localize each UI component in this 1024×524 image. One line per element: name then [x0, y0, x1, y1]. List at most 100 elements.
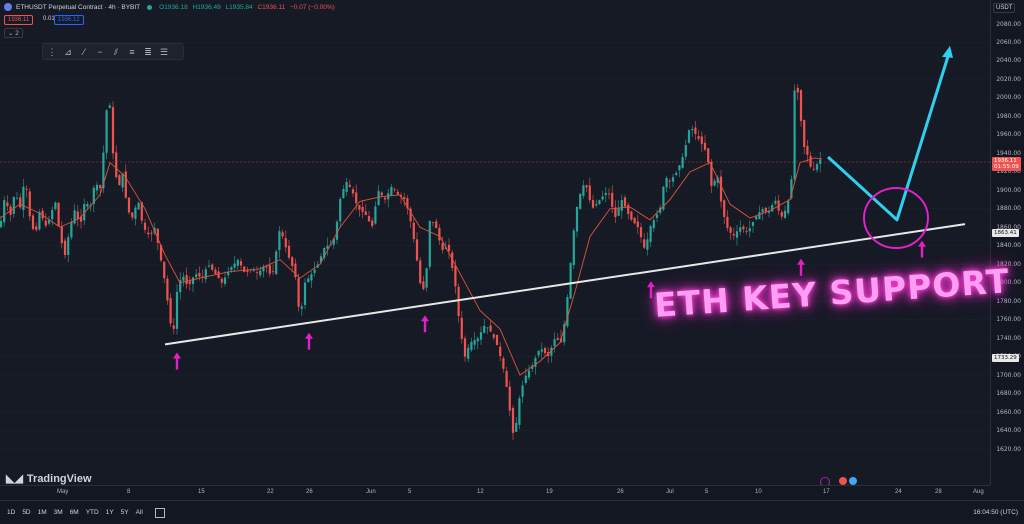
candle-body	[681, 157, 684, 168]
candle-body	[793, 90, 796, 180]
candle-body	[191, 277, 195, 285]
flag-icon[interactable]	[839, 477, 847, 485]
price-chart[interactable]	[0, 0, 990, 485]
candle-body	[172, 325, 175, 329]
range-button-1d[interactable]: 1D	[7, 509, 16, 516]
candle-body	[246, 270, 249, 272]
candle-body	[35, 226, 38, 230]
candle-body	[319, 256, 323, 263]
range-button-5d[interactable]: 5D	[22, 509, 31, 516]
flag-icon-2[interactable]	[849, 477, 857, 485]
candle-body	[553, 339, 556, 347]
candle-body	[28, 191, 31, 217]
candle-body	[83, 203, 86, 221]
chart-area[interactable]	[0, 0, 990, 485]
clock[interactable]: 16:04:50 (UTC)	[973, 509, 1018, 516]
symbol-title[interactable]: ETHUSDT Perpetual Contract · 4h · BYBIT	[16, 3, 141, 11]
candle-body	[591, 200, 595, 208]
candle-body	[131, 212, 134, 218]
last-price-label: 1936.11 01:55:09	[992, 157, 1021, 171]
price-tick: 2000.00	[996, 94, 1021, 102]
candle-body	[150, 232, 153, 234]
calendar-icon[interactable]	[154, 507, 165, 518]
time-tick: 10	[755, 489, 762, 495]
candle-body	[380, 192, 383, 196]
time-tick: 22	[267, 489, 274, 495]
range-button-6m[interactable]: 6M	[69, 509, 79, 516]
price-tick: 1960.00	[996, 131, 1021, 139]
gann-box-icon[interactable]: ☰	[159, 46, 169, 57]
candle-body	[447, 244, 451, 252]
candle-body	[806, 145, 809, 155]
projection-path	[826, 49, 952, 222]
indicator-toggle[interactable]: ⌄ 2	[4, 28, 23, 38]
candle-body	[140, 202, 143, 221]
range-button-all[interactable]: All	[135, 509, 143, 516]
trend-angle-icon[interactable]: ⊿	[64, 46, 72, 57]
candle-body	[294, 263, 297, 278]
candle-body	[633, 217, 636, 224]
ask-badge[interactable]: 1936.12	[54, 15, 84, 25]
candle-body	[566, 297, 569, 327]
tradingview-logo[interactable]: ◣◢ TradingView	[6, 472, 92, 486]
candle-body	[790, 179, 793, 199]
candle-body	[121, 173, 124, 188]
range-button-1y[interactable]: 1Y	[105, 509, 114, 516]
projection-arrowhead	[942, 45, 953, 58]
candle-body	[207, 265, 211, 267]
parallel-channel-icon[interactable]: ⫽	[113, 46, 118, 57]
time-axis[interactable]: May 8 15 22 26 Jun 5 12 19 26 Jul 5 10 17 24 28 Aug	[0, 485, 990, 500]
drag-handle-icon[interactable]: ⋮	[47, 46, 57, 57]
candle-body	[463, 338, 467, 357]
candle-body	[25, 188, 28, 190]
time-tick: Jul	[666, 489, 674, 495]
candle-body	[335, 221, 339, 240]
range-button-ytd[interactable]: YTD	[85, 509, 99, 516]
candle-body	[713, 180, 716, 186]
logo-text: TradingView	[26, 472, 92, 485]
candle-body	[204, 269, 207, 280]
candle-body	[652, 220, 655, 229]
horizontal-line-icon[interactable]: −	[97, 46, 103, 57]
candle-body	[815, 164, 819, 170]
currency-selector[interactable]: USDT	[993, 3, 1016, 13]
candle-body	[764, 207, 767, 212]
candle-body	[479, 332, 483, 340]
candle-body	[111, 107, 115, 154]
candle-body	[92, 187, 95, 205]
candle-body	[323, 247, 326, 258]
candle-body	[726, 216, 729, 228]
candle-body	[643, 239, 646, 248]
candle-body	[739, 227, 742, 232]
candle-body	[499, 346, 502, 357]
candle-body	[310, 274, 313, 281]
fib-retracement-icon[interactable]: ≡	[129, 46, 135, 57]
candle-body	[691, 129, 694, 131]
range-button-5y[interactable]: 5Y	[120, 509, 129, 516]
candle-body	[758, 212, 761, 220]
moving-average-line	[0, 157, 823, 376]
bid-badge[interactable]: 1936.11	[4, 15, 34, 25]
candle-body	[579, 193, 582, 209]
time-tick: Aug	[973, 489, 984, 495]
candle-body	[383, 197, 387, 200]
candle-body	[694, 127, 697, 134]
time-tick: 8	[127, 489, 131, 495]
pitchfork-icon[interactable]: ≣	[144, 46, 152, 57]
candle-body	[390, 186, 393, 196]
candle-body	[422, 281, 425, 289]
candle-body	[607, 193, 611, 195]
candle-body	[620, 200, 623, 211]
price-tick: 1940.00	[996, 149, 1021, 157]
candle-body	[697, 136, 700, 139]
price-tick: 2020.00	[996, 75, 1021, 83]
candle-body	[307, 278, 310, 283]
price-axis[interactable]: 2080.00 2060.00 2040.00 2020.00 2000.00 1980.…	[990, 0, 1024, 485]
range-button-3m[interactable]: 3M	[53, 509, 63, 516]
candle-body	[435, 221, 438, 229]
time-tick: 5	[705, 489, 709, 495]
trend-line-icon[interactable]: ⁄	[83, 46, 85, 57]
candle-body	[367, 216, 371, 222]
range-button-1m[interactable]: 1M	[37, 509, 47, 516]
support-touch-arrow	[918, 240, 926, 258]
